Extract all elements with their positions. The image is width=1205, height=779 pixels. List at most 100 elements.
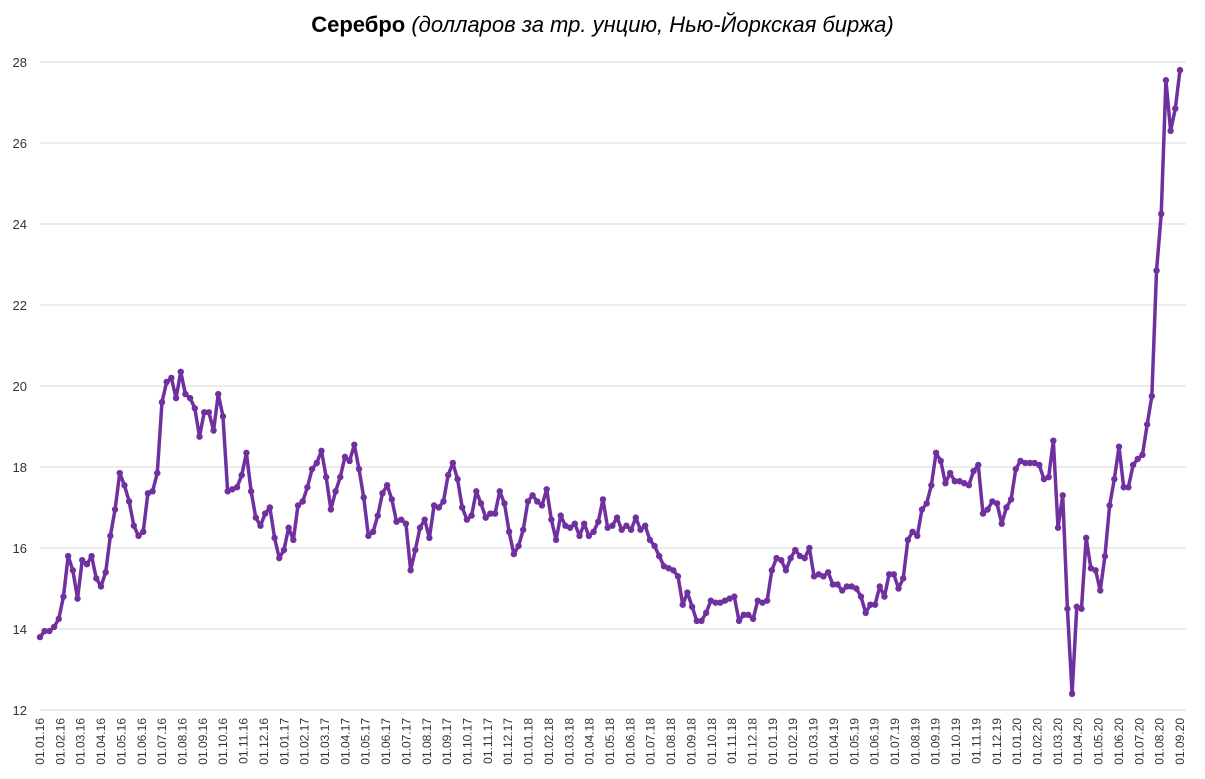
data-point [1111, 475, 1118, 483]
data-point [1120, 484, 1127, 491]
data-point [351, 441, 358, 448]
data-point [820, 573, 827, 580]
data-point [557, 512, 564, 519]
data-point [285, 524, 292, 531]
data-point [215, 390, 222, 398]
data-point [116, 469, 123, 477]
data-point [365, 532, 372, 540]
data-point [1064, 605, 1071, 612]
data-point [1021, 459, 1029, 467]
data-point [984, 506, 991, 513]
data-point [93, 575, 100, 582]
data-point [923, 500, 930, 507]
data-point [824, 569, 832, 576]
x-tick-label: 01.01.16 [33, 718, 47, 765]
x-tick-label: 01.02.17 [298, 718, 312, 765]
data-point [74, 595, 81, 602]
x-tick-label: 01.02.20 [1031, 718, 1045, 765]
x-tick-label: 01.04.18 [583, 718, 597, 765]
gridlines [40, 61, 1186, 711]
data-point [768, 567, 776, 574]
data-point [965, 482, 973, 489]
data-point [1158, 210, 1165, 218]
data-point [928, 482, 935, 489]
data-point [487, 510, 494, 517]
data-point [581, 520, 588, 527]
x-tick-label: 01.05.18 [603, 718, 617, 765]
data-point [627, 526, 635, 533]
data-point [998, 520, 1005, 527]
x-tick-label: 01.09.19 [929, 718, 943, 765]
data-point [520, 526, 527, 533]
data-point [702, 609, 710, 616]
data-point [1176, 66, 1184, 74]
data-point [337, 473, 344, 481]
x-tick-label: 01.12.17 [501, 718, 515, 765]
data-point [904, 536, 912, 544]
data-point [55, 615, 62, 623]
data-point [876, 583, 883, 590]
data-point [383, 482, 391, 489]
data-point [843, 583, 851, 590]
plot-area [36, 66, 1184, 697]
x-tick-label: 01.10.18 [705, 718, 719, 765]
data-point [590, 528, 597, 535]
x-tick-label: 01.10.16 [216, 718, 230, 765]
data-point [942, 480, 949, 487]
data-point [745, 611, 752, 619]
data-point [656, 552, 663, 560]
data-point [637, 526, 644, 533]
x-tick-label: 01.07.18 [644, 718, 658, 765]
data-point [308, 465, 316, 473]
data-point [46, 627, 53, 635]
data-point [909, 528, 916, 535]
data-point [895, 585, 902, 592]
x-tick-label: 01.06.16 [135, 718, 149, 765]
data-point [801, 554, 808, 562]
y-tick-label: 14 [13, 622, 27, 637]
x-tick-label: 01.05.20 [1092, 718, 1106, 765]
x-tick-label: 01.04.16 [94, 718, 108, 765]
data-point [186, 394, 194, 402]
data-point [1068, 690, 1076, 697]
data-point [238, 471, 245, 479]
data-point [1003, 504, 1010, 511]
x-tick-label: 01.08.17 [420, 718, 434, 765]
data-point [140, 528, 147, 535]
x-tick-label: 01.03.18 [562, 718, 576, 765]
data-point [477, 500, 485, 507]
y-tick-label: 12 [13, 703, 27, 718]
data-point [402, 520, 410, 527]
data-point [670, 567, 677, 574]
data-point [829, 581, 837, 588]
data-point [421, 516, 428, 523]
data-point [491, 510, 499, 517]
data-point [970, 467, 977, 475]
x-tick-label: 01.01.19 [766, 718, 780, 765]
data-point [252, 514, 259, 521]
data-point [501, 500, 508, 507]
data-point [205, 409, 213, 416]
x-tick-label: 01.06.17 [379, 718, 393, 765]
data-point [102, 569, 109, 576]
data-point [731, 593, 738, 600]
data-point [787, 554, 794, 562]
x-tick-label: 01.04.20 [1071, 718, 1085, 765]
data-point [177, 368, 184, 376]
x-tick-label: 01.06.19 [868, 718, 882, 765]
data-point [684, 589, 691, 596]
data-point [890, 571, 898, 578]
x-tick-label: 01.11.16 [237, 718, 251, 764]
data-point [196, 433, 203, 440]
data-point [374, 512, 381, 519]
data-point [407, 567, 414, 574]
data-point [975, 461, 982, 469]
data-point [792, 546, 799, 554]
data-point [900, 575, 907, 582]
data-point [463, 516, 471, 523]
x-tick-label: 01.01.18 [522, 718, 536, 765]
data-point [763, 597, 771, 604]
data-point [1125, 484, 1132, 491]
data-point [318, 447, 325, 454]
